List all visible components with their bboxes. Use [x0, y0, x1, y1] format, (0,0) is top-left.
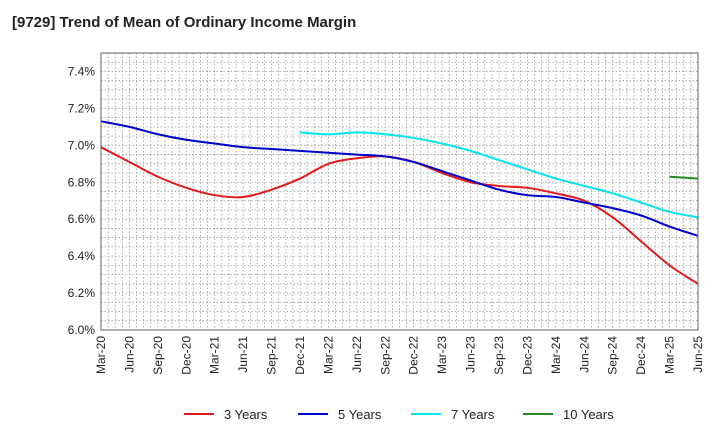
x-tick-label: Dec-21 — [293, 336, 307, 375]
x-tick-label: Jun-23 — [464, 336, 478, 373]
y-tick-label: 6.4% — [68, 249, 96, 263]
x-tick-label: Dec-20 — [179, 336, 193, 375]
x-tick-label: Sep-21 — [265, 336, 279, 375]
legend-label-10-years: 10 Years — [563, 407, 614, 422]
y-tick-label: 7.2% — [68, 101, 96, 115]
grid — [101, 53, 698, 330]
x-tick-label: Jun-24 — [577, 336, 591, 373]
plot-frame — [100, 52, 699, 331]
x-tick-label: Mar-23 — [435, 336, 449, 374]
y-tick-label: 6.0% — [68, 323, 96, 337]
series-line-10-years — [669, 175, 699, 180]
y-tick-label: 6.8% — [68, 175, 96, 189]
x-tick-label: Dec-23 — [520, 336, 534, 375]
x-tick-label: Sep-22 — [378, 336, 392, 375]
x-tick-label: Mar-24 — [549, 336, 563, 374]
x-tick-label: Jun-25 — [691, 336, 705, 373]
x-tick-label: Mar-21 — [208, 336, 222, 374]
x-tick-label: Dec-24 — [634, 336, 648, 375]
x-tick-label: Jun-21 — [236, 336, 250, 373]
y-tick-label: 6.2% — [68, 286, 96, 300]
x-tick-label: Mar-22 — [321, 336, 335, 374]
x-tick-label: Jun-22 — [350, 336, 364, 373]
x-axis-ticks: Mar-20 Jun-20 Sep-20 Dec-20 Mar-21 Jun-21 Sep-… — [94, 336, 705, 375]
legend-label-3-years: 3 Years — [224, 407, 268, 422]
x-tick-label: Jun-20 — [122, 336, 136, 373]
x-tick-label: Sep-24 — [606, 336, 620, 375]
series-line-7-years — [299, 131, 699, 219]
y-tick-label: 6.6% — [68, 212, 96, 226]
legend: 3 Years 5 Years 7 Years 10 Years — [184, 407, 614, 422]
y-tick-label: 7.4% — [68, 64, 96, 78]
x-tick-label: Mar-25 — [663, 336, 677, 374]
chart-title: [9729] Trend of Mean of Ordinary Income … — [12, 14, 357, 31]
series-line-5-years — [100, 120, 699, 237]
y-tick-label: 7.0% — [68, 138, 96, 152]
series-lines — [100, 120, 699, 285]
legend-label-7-years: 7 Years — [451, 407, 495, 422]
x-tick-label: Dec-22 — [407, 336, 421, 375]
x-tick-label: Mar-20 — [94, 336, 108, 374]
x-tick-label: Sep-20 — [151, 336, 165, 375]
legend-label-5-years: 5 Years — [338, 407, 382, 422]
y-axis-ticks: 6.0% 6.2% 6.4% 6.6% 6.8% 7.0% 7.2% 7.4% — [68, 64, 96, 337]
x-tick-label: Sep-23 — [492, 336, 506, 375]
